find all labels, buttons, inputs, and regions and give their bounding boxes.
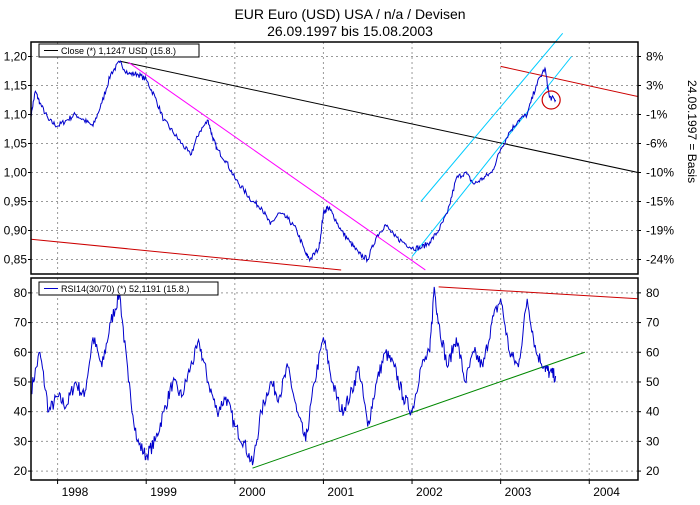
- rsi-right-tick-label: 80: [646, 286, 660, 300]
- price-right-tick-label: 3%: [646, 79, 664, 93]
- x-tick-label: 2002: [416, 485, 443, 499]
- price-trendline: [30, 238, 342, 271]
- price-trendline: [128, 61, 426, 271]
- rsi-ytick-label: 20: [14, 464, 28, 478]
- price-right-tick-label: -24%: [646, 253, 674, 267]
- price-ytick-label: 0,95: [4, 195, 28, 209]
- x-tick-label: 2004: [593, 485, 620, 499]
- price-trendline: [500, 65, 639, 98]
- price-trendline: [411, 56, 572, 257]
- rsi-ytick-label: 30: [14, 434, 28, 448]
- rsi-ytick-label: 80: [14, 286, 28, 300]
- price-ytick-label: 1,10: [4, 108, 28, 122]
- rsi-trendline: [252, 351, 585, 469]
- price-right-tick-label: -10%: [646, 166, 674, 180]
- x-tick-label: 2003: [505, 485, 532, 499]
- price-right-tick-label: -15%: [646, 195, 674, 209]
- x-tick-label: 1998: [62, 485, 89, 499]
- rsi-trendline: [438, 286, 639, 300]
- rsi-right-tick-label: 20: [646, 464, 660, 478]
- price-legend-label: Close (*) 1,1247 USD (15.8.): [61, 46, 176, 56]
- series-layer: [30, 32, 639, 469]
- price-right-tick-label: -6%: [646, 137, 668, 151]
- price-right-tick-label: -19%: [646, 224, 674, 238]
- price-series-line: [30, 60, 557, 264]
- price-ytick-label: 1,15: [4, 79, 28, 93]
- chart-subtitle: 26.09.1997 bis 15.08.2003: [267, 23, 433, 39]
- price-right-tick-label: 8%: [646, 50, 664, 64]
- rsi-ytick-label: 40: [14, 405, 28, 419]
- rsi-ytick-label: 50: [14, 375, 28, 389]
- price-highlight-marker: [541, 90, 561, 110]
- price-panel-frame: [30, 41, 639, 275]
- x-tick-label: 1999: [150, 485, 177, 499]
- price-ytick-label: 1,00: [4, 166, 28, 180]
- rsi-right-tick-label: 50: [646, 375, 660, 389]
- rsi-right-tick-label: 40: [646, 405, 660, 419]
- rsi-right-tick-label: 70: [646, 316, 660, 330]
- rsi-ytick-label: 70: [14, 316, 28, 330]
- rsi-series-line: [30, 286, 557, 466]
- price-trendline: [420, 32, 564, 202]
- price-right-tick-label: -1%: [646, 108, 668, 122]
- x-tick-label: 2001: [327, 485, 354, 499]
- chart-title: EUR Euro (USD) USA / n/a / Devisen: [234, 6, 465, 22]
- rsi-right-tick-label: 30: [646, 434, 660, 448]
- rsi-panel-frame: [30, 277, 639, 481]
- price-ytick-label: 0,90: [4, 224, 28, 238]
- rsi-legend-box: [38, 281, 219, 296]
- price-ytick-label: 1,20: [4, 50, 28, 64]
- price-legend: Close (*) 1,1247 USD (15.8.): [38, 43, 200, 58]
- price-legend-box: [38, 43, 200, 58]
- right-axis-label: 24.09.1997 = Basis: [685, 80, 699, 183]
- grid-lines: [31, 42, 638, 480]
- rsi-legend: RSI14(30/70) (*) 52,1191 (15.8.): [38, 281, 219, 296]
- price-trendline: [119, 60, 639, 173]
- x-tick-label: 2000: [239, 485, 266, 499]
- price-ytick-label: 1,05: [4, 137, 28, 151]
- rsi-right-tick-label: 60: [646, 345, 660, 359]
- price-ytick-label: 0,85: [4, 253, 28, 267]
- rsi-ytick-label: 60: [14, 345, 28, 359]
- rsi-legend-label: RSI14(30/70) (*) 52,1191 (15.8.): [61, 284, 189, 294]
- axis-layer: 1,20 8% 1,15 3% 1,10 -1% 1,05 -6% 1,00 -10% 0,95 -1…: [4, 41, 674, 499]
